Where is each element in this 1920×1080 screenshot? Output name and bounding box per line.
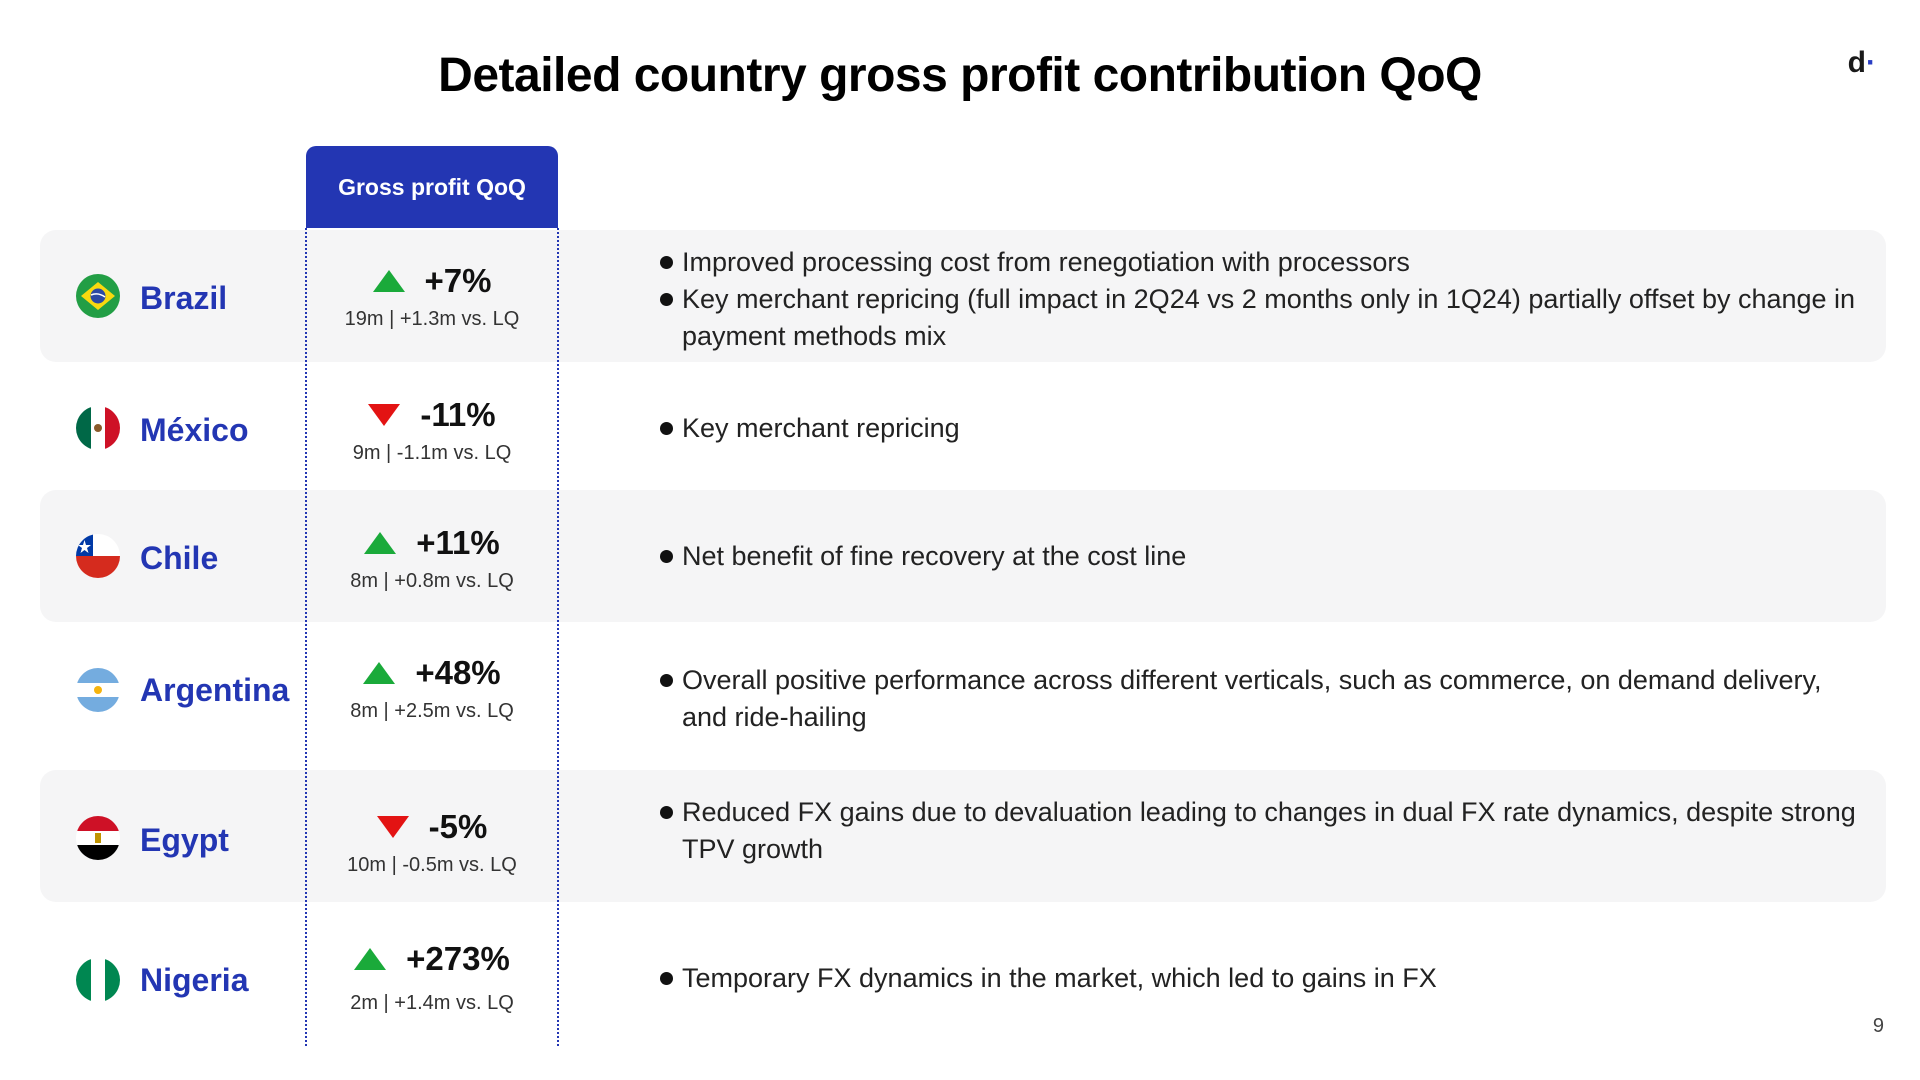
metric-cell: +48% 8m | +2.5m vs. LQ <box>306 654 558 724</box>
bullet-list: Temporary FX dynamics in the market, whi… <box>610 960 1874 997</box>
down-arrow-icon <box>368 404 401 426</box>
metric-detail: 10m | -0.5m vs. LQ <box>347 854 517 876</box>
argentina-flag-icon <box>76 668 120 712</box>
page-number: 9 <box>1872 1015 1884 1037</box>
country-name: Chile <box>140 540 219 576</box>
country-name: México <box>140 412 249 448</box>
metric-cell: +11% 8m | +0.8m vs. LQ <box>306 524 558 594</box>
list-item: Improved processing cost from renegotiat… <box>610 244 1874 281</box>
egypt-flag-icon <box>76 816 120 860</box>
country-name: Egypt <box>140 822 229 858</box>
company-logo: d· <box>1848 46 1876 80</box>
bullet-list: Overall positive performance across diff… <box>610 662 1874 736</box>
table-row-egypt: Egypt -5% 10m | -0.5m vs. LQ Reduced FX … <box>40 770 1886 902</box>
list-item: Overall positive performance across diff… <box>610 662 1874 736</box>
list-item: Net benefit of fine recovery at the cost… <box>610 538 1874 575</box>
table-row-argentina: Argentina +48% 8m | +2.5m vs. LQ Overall… <box>40 628 1886 760</box>
country-name: Brazil <box>140 280 228 316</box>
page-title: Detailed country gross profit contributi… <box>438 49 1482 102</box>
bullet-list: Net benefit of fine recovery at the cost… <box>610 538 1874 575</box>
metric-detail: 19m | +1.3m vs. LQ <box>344 308 520 330</box>
metric-cell: +273% 2m | +1.4m vs. LQ <box>306 940 558 1016</box>
table-row-chile: Chile +11% 8m | +0.8m vs. LQ Net benefit… <box>40 490 1886 622</box>
up-arrow-icon <box>354 948 387 970</box>
up-arrow-icon <box>364 532 397 554</box>
brazil-flag-icon <box>76 274 120 318</box>
up-arrow-icon <box>363 662 396 684</box>
metric-detail: 8m | +2.5m vs. LQ <box>350 700 514 722</box>
logo-dot: · <box>1866 46 1876 79</box>
table-row-mexico: México -11% 9m | -1.1m vs. LQ Key mercha… <box>40 362 1886 494</box>
mexico-flag-icon <box>76 406 120 450</box>
list-item: Temporary FX dynamics in the market, whi… <box>610 960 1874 997</box>
chile-flag-icon <box>76 534 120 578</box>
list-item: Reduced FX gains due to devaluation lead… <box>610 794 1874 868</box>
country-name: Argentina <box>140 672 290 708</box>
pct-change: -5% <box>428 808 488 845</box>
up-arrow-icon <box>372 270 405 292</box>
table-row-brazil: Brazil +7% 19m | +1.3m vs. LQ Improved p… <box>40 230 1886 362</box>
nigeria-flag-icon <box>76 958 120 1002</box>
list-item: Key merchant repricing <box>610 410 1874 447</box>
metric-detail: 9m | -1.1m vs. LQ <box>352 442 512 464</box>
gross-profit-column-header: Gross profit QoQ <box>306 146 558 228</box>
pct-change: +11% <box>416 524 500 561</box>
metric-cell: +7% 19m | +1.3m vs. LQ <box>306 262 558 332</box>
logo-letter: d <box>1847 46 1866 79</box>
bullet-list: Improved processing cost from renegotiat… <box>610 244 1874 355</box>
metric-detail: 2m | +1.4m vs. LQ <box>350 992 514 1014</box>
bullet-list: Key merchant repricing <box>610 410 1874 447</box>
pct-change: +7% <box>424 262 492 299</box>
down-arrow-icon <box>376 816 409 838</box>
table-row-nigeria: Nigeria +273% 2m | +1.4m vs. LQ Temporar… <box>40 910 1886 1042</box>
bullet-list: Reduced FX gains due to devaluation lead… <box>610 794 1874 868</box>
pct-change: +273% <box>406 940 510 977</box>
column-divider-right <box>557 228 559 1046</box>
metric-cell: -11% 9m | -1.1m vs. LQ <box>306 396 558 466</box>
pct-change: +48% <box>415 654 501 691</box>
pct-change: -11% <box>420 396 496 433</box>
metric-detail: 8m | +0.8m vs. LQ <box>350 570 514 592</box>
country-name: Nigeria <box>140 962 249 998</box>
column-divider-left <box>305 228 307 1046</box>
list-item: Key merchant repricing (full impact in 2… <box>610 281 1874 355</box>
metric-cell: -5% 10m | -0.5m vs. LQ <box>306 808 558 878</box>
